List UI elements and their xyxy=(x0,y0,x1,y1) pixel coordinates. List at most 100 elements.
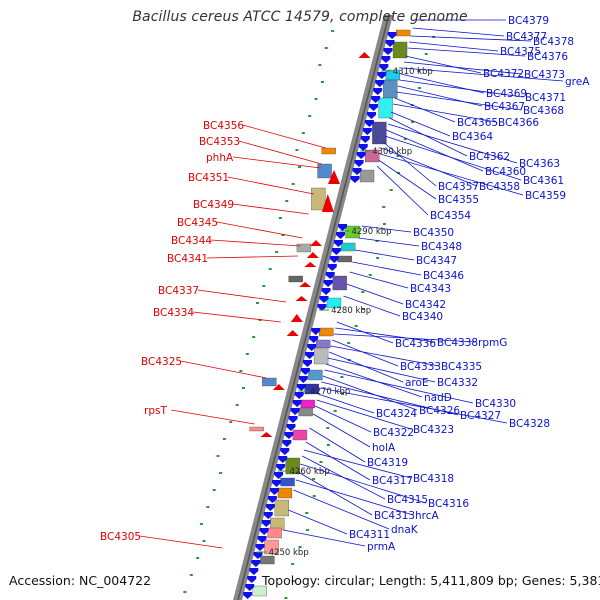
forward-gene-arrow xyxy=(329,256,339,263)
reverse-gene-arrow xyxy=(309,240,322,246)
right-gene-label: BC4373 xyxy=(524,69,565,81)
left-gene-label: BC4345 xyxy=(177,217,218,229)
feature-block xyxy=(288,275,303,283)
right-leader-line xyxy=(309,427,366,463)
forward-gene-arrow xyxy=(352,168,362,175)
feature-block xyxy=(378,97,393,119)
left-gene-label: BC4325 xyxy=(141,356,182,368)
right-gene-label: BC4342 xyxy=(405,299,446,311)
feature-block xyxy=(332,275,347,291)
right-gene-label: BC4377 xyxy=(506,31,547,43)
right-gene-label: BC4327 xyxy=(460,410,501,422)
forward-gene-arrow xyxy=(350,176,360,183)
gene-dot xyxy=(326,444,330,446)
right-gene-label: BC4311 xyxy=(349,529,390,541)
forward-gene-arrow xyxy=(263,512,273,519)
right-leader-line xyxy=(335,327,436,343)
right-gene-label: BC4313 xyxy=(374,510,415,522)
right-gene-label: BC4378 xyxy=(533,36,574,48)
forward-gene-arrow xyxy=(278,456,288,463)
reverse-genes xyxy=(260,52,371,437)
feature-block xyxy=(274,499,290,517)
right-gene-label: BC4318 xyxy=(413,473,454,485)
right-gene-label: BC4368 xyxy=(523,105,564,117)
left-leader-line xyxy=(180,360,267,379)
right-gene-label: nadD xyxy=(424,392,452,404)
right-leader-line xyxy=(402,67,564,82)
left-leader-line xyxy=(171,409,255,425)
feature-block xyxy=(345,225,360,239)
feature-block xyxy=(321,147,336,155)
gene-dot xyxy=(312,495,316,497)
gene-dot xyxy=(291,580,295,582)
ruler-label: 4270 kbp xyxy=(310,387,350,397)
right-leader-line xyxy=(283,529,366,547)
right-gene-label: BC4326 xyxy=(419,405,460,417)
gene-dot xyxy=(291,183,295,185)
right-leader-line xyxy=(324,369,474,404)
forward-gene-arrow xyxy=(366,112,376,119)
left-gene-label: BC4337 xyxy=(158,285,199,297)
right-leader-line xyxy=(318,393,375,414)
reverse-gene-arrow xyxy=(272,384,285,390)
reverse-gene-arrow xyxy=(358,52,371,58)
right-leader-line xyxy=(352,261,422,276)
right-gene-label: BC4343 xyxy=(410,283,451,295)
right-leader-line xyxy=(332,339,399,367)
feature-block xyxy=(280,477,295,487)
right-leader-line xyxy=(355,249,415,261)
forward-gene-arrow xyxy=(354,160,364,167)
right-gene-label: aroE xyxy=(405,377,429,389)
gene-dot xyxy=(417,87,421,89)
forward-gene-arrow xyxy=(249,568,259,575)
right-gene-label: BC4323 xyxy=(413,424,454,436)
gene-dot xyxy=(212,489,216,491)
right-leader-line xyxy=(300,463,427,504)
feature-block xyxy=(304,383,319,395)
left-leader-line xyxy=(238,140,322,165)
gene-dot xyxy=(183,591,187,593)
right-gene-label: BC4369 xyxy=(486,88,527,100)
gene-dot xyxy=(295,149,299,151)
reverse-gene-arrow xyxy=(304,262,317,267)
forward-gene-arrow xyxy=(373,88,383,95)
forward-gene-arrow xyxy=(243,592,253,599)
gene-dot xyxy=(262,285,266,287)
right-gene-label: BC4367 xyxy=(484,101,525,113)
gene-dot xyxy=(301,132,305,134)
right-gene-label: BC4328 xyxy=(509,418,550,430)
left-gene-label: BC4341 xyxy=(167,253,208,265)
forward-gene-arrow xyxy=(282,440,292,447)
forward-gene-arrow xyxy=(362,128,372,135)
gene-dot xyxy=(284,597,288,599)
gene-dot xyxy=(242,387,246,389)
right-leader-line xyxy=(403,61,523,75)
forward-gene-arrow xyxy=(317,304,327,311)
gene-dot xyxy=(341,393,345,395)
gene-dot xyxy=(333,410,337,412)
gene-dot xyxy=(229,421,233,423)
left-gene-label: rpsT xyxy=(144,405,167,417)
forward-gene-arrow xyxy=(383,48,393,55)
forward-gene-arrow xyxy=(269,488,279,495)
left-leader-line xyxy=(227,176,314,195)
reverse-gene-arrow xyxy=(299,282,312,287)
feature-block xyxy=(311,187,326,211)
gene-dot xyxy=(308,115,312,117)
forward-gene-arrow xyxy=(321,288,331,295)
genome-backbone xyxy=(233,14,393,600)
gene-dot xyxy=(291,563,295,565)
forward-gene-arrow xyxy=(325,272,335,279)
gene-dot xyxy=(202,540,206,542)
gene-dot xyxy=(382,223,386,225)
left-gene-label: BC4334 xyxy=(153,307,194,319)
right-gene-label: BC4366 xyxy=(498,117,539,129)
right-leader-line xyxy=(378,159,437,200)
gene-dot xyxy=(382,206,386,208)
right-leader-line xyxy=(407,47,526,57)
right-gene-label: BC4350 xyxy=(413,227,454,239)
right-leader-line xyxy=(387,123,518,164)
gene-dot xyxy=(298,166,302,168)
right-gene-label: BC4322 xyxy=(373,427,414,439)
gene-dot xyxy=(285,200,289,202)
